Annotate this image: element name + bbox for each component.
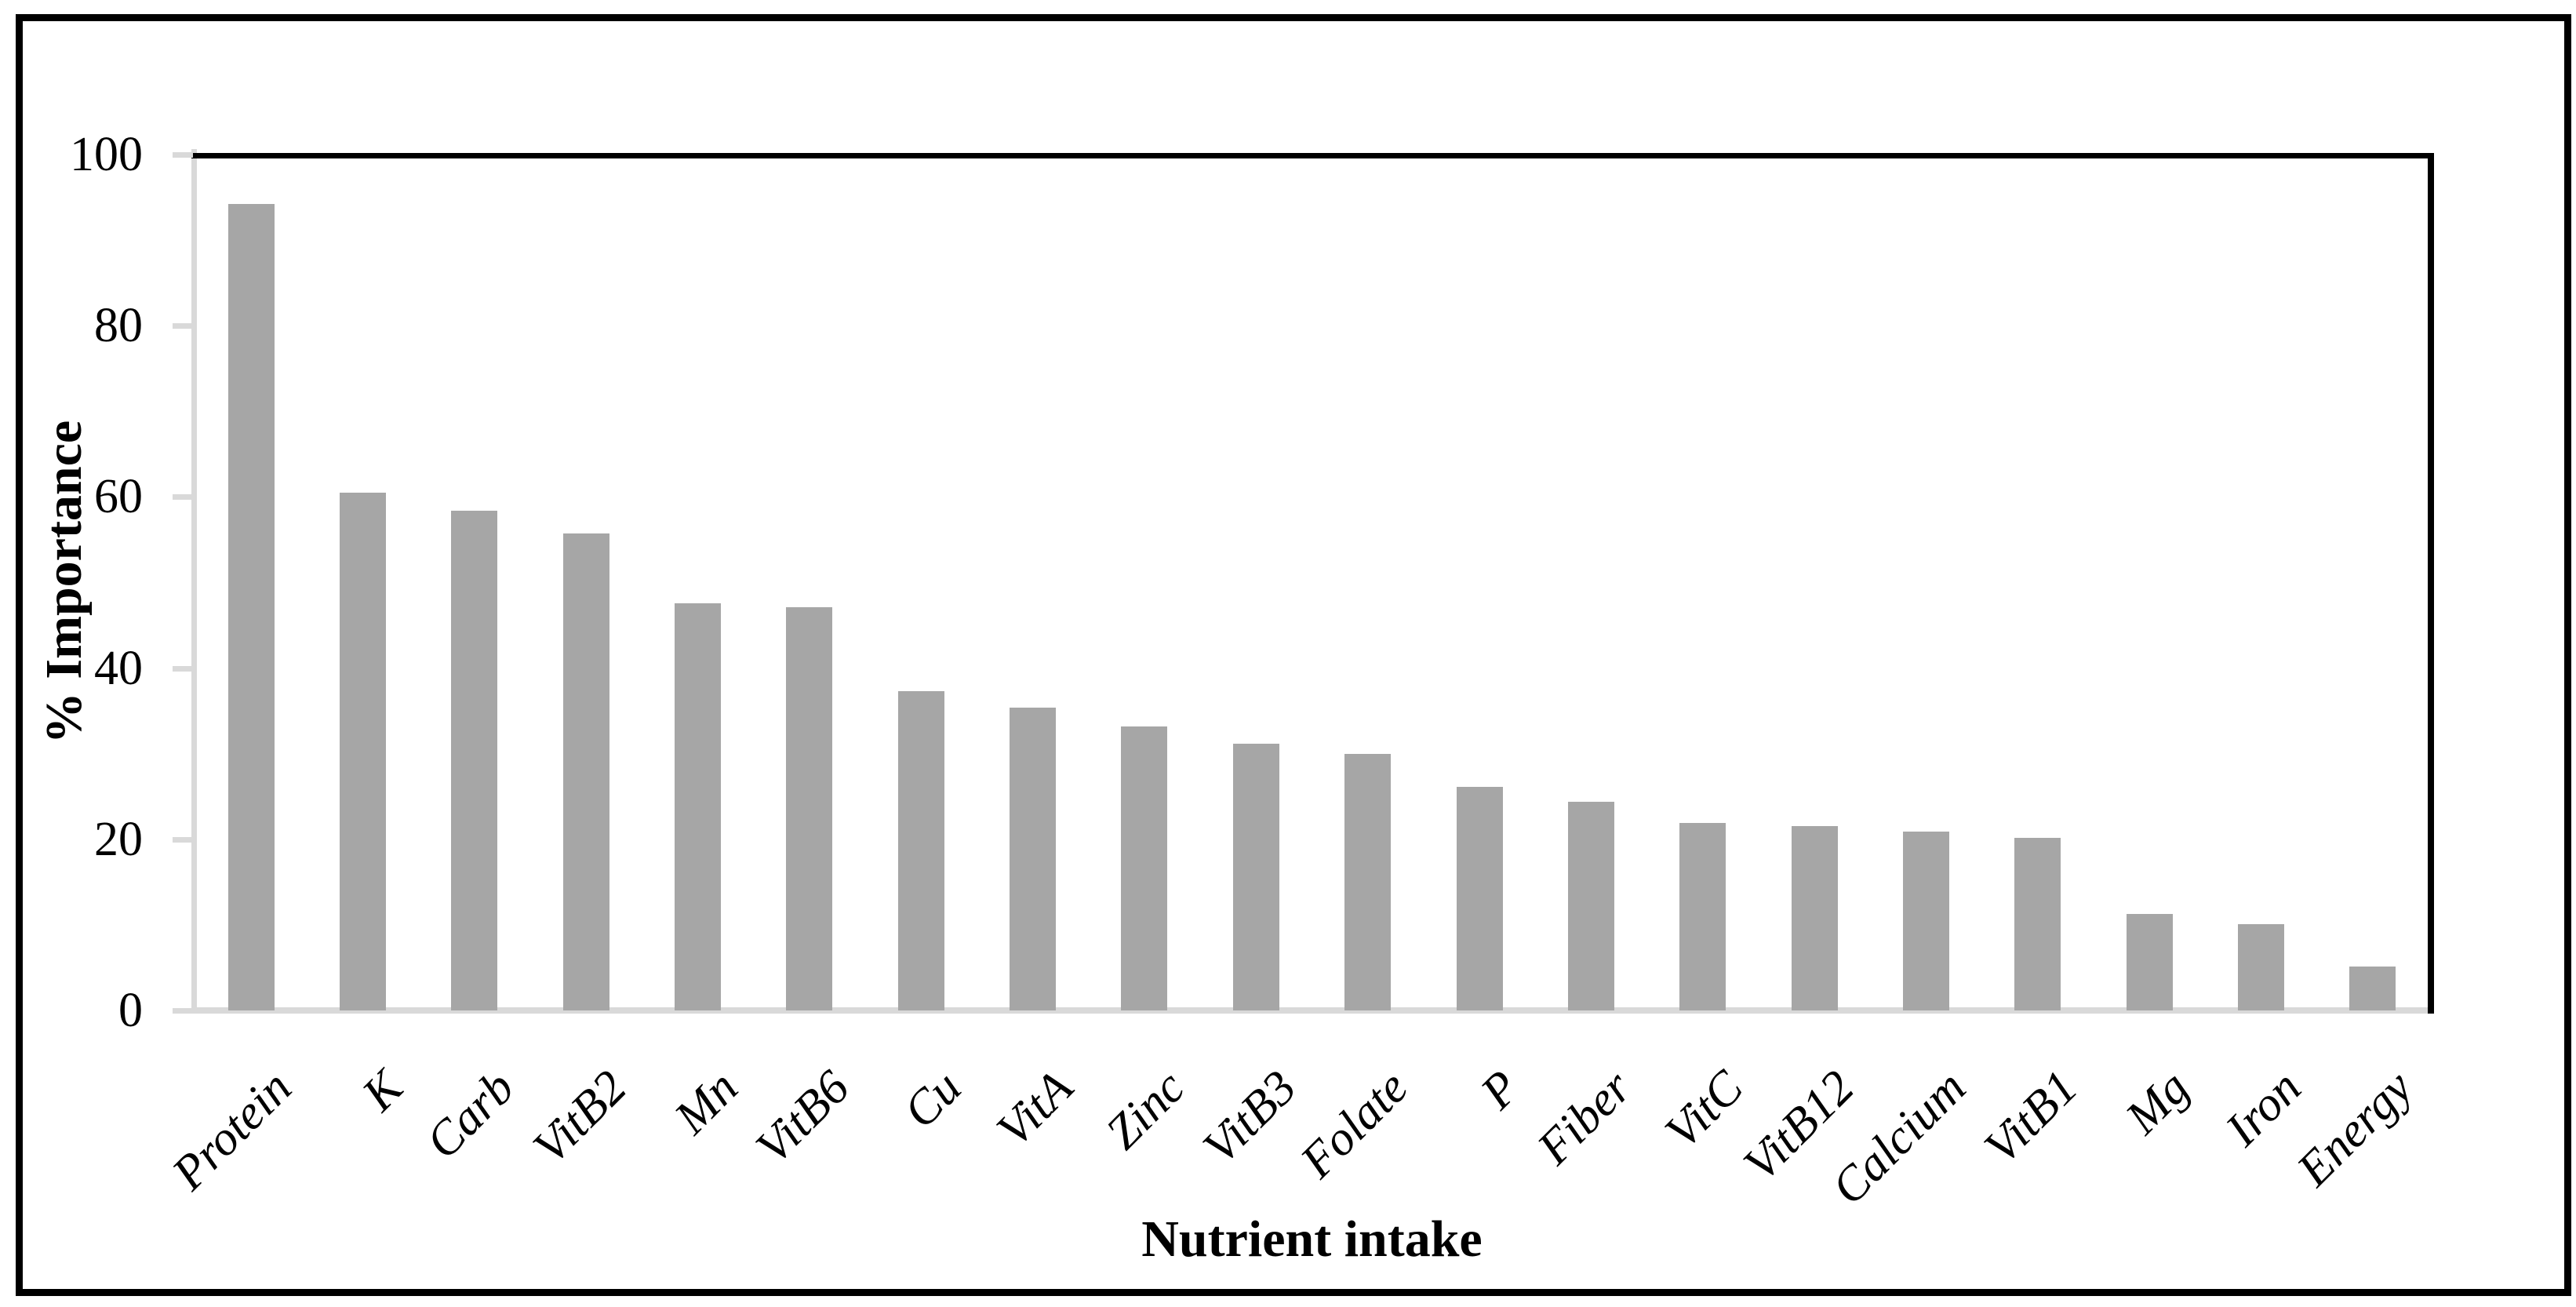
y-tick-mark [173,494,193,501]
bar [562,533,609,1010]
bar [1456,787,1503,1010]
bar [1121,726,1168,1010]
bar [2237,923,2284,1010]
bar [1791,826,1838,1010]
bar [2349,967,2396,1010]
y-tick-mark [173,323,193,329]
x-axis-title: Nutrient intake [1141,1211,1483,1268]
y-tick-label: 20 [94,812,143,866]
bar [786,607,833,1010]
bar [1679,823,1726,1010]
y-tick-mark [173,836,193,843]
bar [1010,707,1057,1010]
y-tick-label: 100 [70,128,143,181]
bar [1344,753,1392,1010]
y-tick-mark [173,665,193,672]
bar [227,204,275,1010]
bar [451,510,498,1010]
bar [1232,743,1279,1010]
plot-right-border [2428,153,2434,1014]
figure-frame [16,14,2571,1296]
bar [897,691,944,1010]
y-tick-label: 80 [94,299,143,353]
plot-top-border [191,153,2433,158]
bar [2014,837,2061,1010]
y-tick-mark [173,1008,193,1014]
y-tick-mark [173,152,193,158]
bar [2126,913,2173,1010]
bar [675,603,722,1010]
bar [1567,801,1614,1010]
bar [340,492,387,1010]
y-tick-label: 0 [118,984,143,1037]
y-axis-title: % Importance [35,420,93,745]
y-axis-line [191,149,197,1014]
bar [1902,831,1949,1010]
y-tick-label: 60 [94,470,143,524]
y-tick-label: 40 [94,641,143,695]
x-axis-line [191,1007,2429,1014]
